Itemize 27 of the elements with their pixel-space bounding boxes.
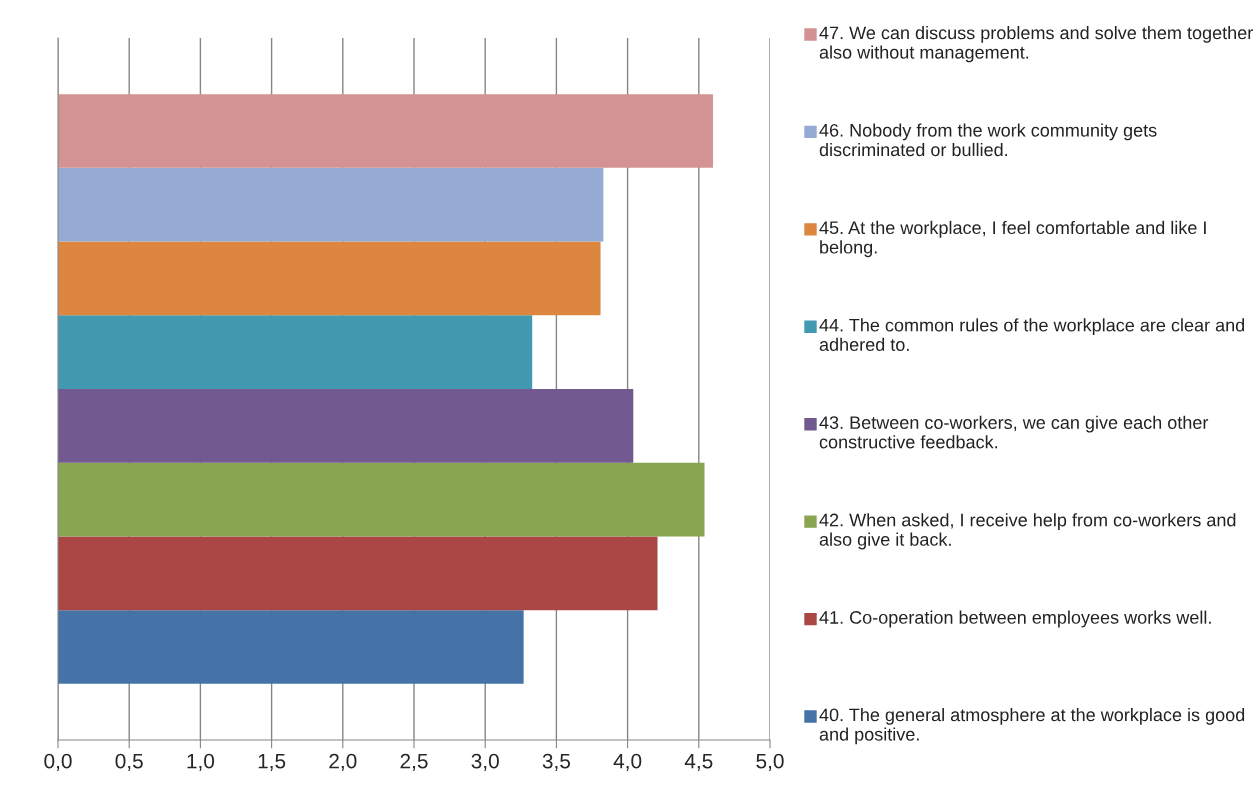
legend-label: 45. At the workplace, I feel comfortable and like I belong. (819, 220, 1206, 258)
legend-label: 46. Nobody from the work community gets discriminated or bullied. (819, 123, 1157, 157)
x-tick-label: 4,0 (613, 753, 642, 771)
legend-label: 43. Between co-workers, we can give each other constructive feedback. (819, 415, 1209, 449)
legend-label: 44. The common rules of the workplace are clear and adhered to. (819, 318, 1245, 351)
bar (58, 167, 604, 242)
bar (58, 610, 524, 684)
bar (58, 241, 601, 316)
x-tick-label: 0,5 (115, 753, 143, 771)
x-tick-label: 5,0 (756, 753, 784, 771)
bar (58, 315, 533, 389)
x-tick-label: 3,5 (542, 753, 571, 771)
x-tick-label: 0,0 (44, 753, 72, 771)
x-tick-label: 2,0 (329, 753, 357, 771)
legend-label: 47. We can discuss problems and solve them together also without management. (819, 26, 1253, 63)
legend-label: 42. When asked, I receive help from co-workers and also give it back. (819, 513, 1236, 550)
bar (58, 94, 714, 168)
x-tick-label: 3,0 (471, 753, 499, 771)
bar (58, 536, 658, 611)
legend-label: 41. Co-operation between employees works well. (819, 610, 1211, 628)
x-tick-label: 2,5 (400, 753, 428, 771)
legend-label: 40. The general atmosphere at the workplace is good and positive. (819, 708, 1245, 745)
x-tick-label: 4,5 (684, 753, 713, 771)
bar (58, 389, 634, 463)
x-tick-label: 1,0 (187, 753, 215, 771)
x-tick-label: 1,5 (258, 753, 286, 771)
bar (58, 462, 705, 537)
